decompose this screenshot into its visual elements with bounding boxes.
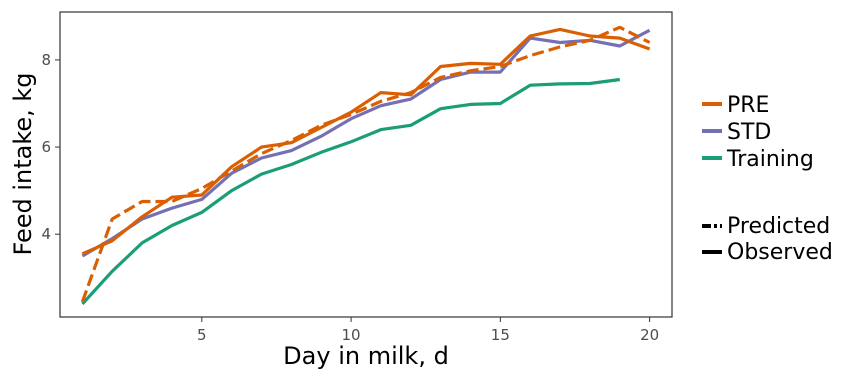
legend-linetype: Predicted Observed <box>702 214 833 265</box>
x-tick-label: 10 <box>342 326 361 344</box>
x-tick-label: 20 <box>640 326 659 344</box>
y-tick-label: 4 <box>41 225 51 243</box>
legend-label-predicted: Predicted <box>727 214 830 239</box>
x-axis: 5 10 15 20 <box>197 317 659 344</box>
y-tick-label: 8 <box>41 51 51 69</box>
legend-label-std: STD <box>727 120 771 145</box>
plot-panel <box>59 11 673 318</box>
y-axis: 4 6 8 <box>41 51 60 243</box>
legend-label-pre: PRE <box>727 93 769 118</box>
series-layer <box>80 25 651 305</box>
series-line-pre-predicted <box>80 25 651 303</box>
x-tick-label: 5 <box>197 326 207 344</box>
x-tick-label: 15 <box>491 326 510 344</box>
legend-color: PRE STD Training <box>702 93 814 172</box>
series-line-pre-observed <box>81 27 651 256</box>
legend-label-observed: Observed <box>727 240 833 265</box>
series-line-training-observed <box>81 77 621 305</box>
legend-label-training: Training <box>726 147 814 172</box>
y-tick-label: 6 <box>41 138 51 156</box>
x-axis-title: Day in milk, d <box>283 342 449 370</box>
series-line-std-observed <box>81 28 651 258</box>
y-axis-title: Feed intake, kg <box>9 72 37 255</box>
